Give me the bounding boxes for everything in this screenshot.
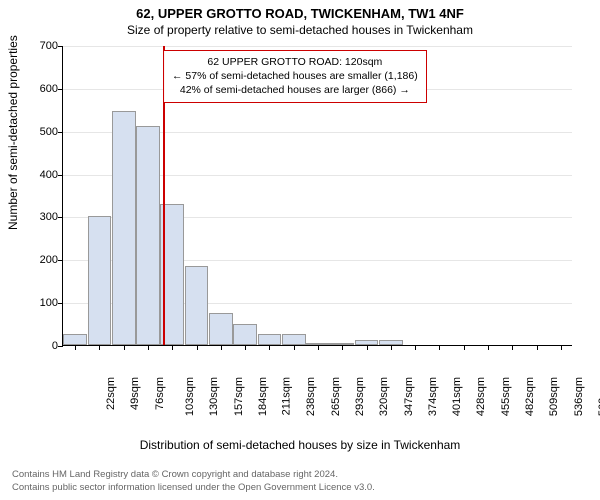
y-tick-label: 300	[28, 211, 58, 223]
y-tick-label: 100	[28, 297, 58, 309]
x-tickmark	[221, 345, 222, 350]
y-tickmark	[58, 217, 63, 218]
histogram-bar	[258, 334, 282, 345]
histogram-bar	[136, 126, 160, 345]
x-tick-label: 184sqm	[257, 377, 269, 416]
x-tick-label: 22sqm	[105, 377, 117, 410]
y-tickmark	[58, 175, 63, 176]
x-tickmark	[537, 345, 538, 350]
y-tick-label: 700	[28, 40, 58, 52]
x-tick-label: 536sqm	[573, 377, 585, 416]
footer-attribution: Contains HM Land Registry data © Crown c…	[12, 469, 375, 494]
x-tickmark	[391, 345, 392, 350]
x-tickmark	[99, 345, 100, 350]
histogram-bar	[209, 313, 233, 345]
x-tickmark	[488, 345, 489, 350]
x-tick-label: 76sqm	[154, 377, 166, 410]
x-tickmark	[464, 345, 465, 350]
x-tick-label: 157sqm	[233, 377, 245, 416]
chart-container: 22sqm 49sqm 76sqm 103sqm 130sqm 157sqm 184sqm 2…	[62, 46, 572, 416]
histogram-bar	[282, 334, 306, 345]
footer-line2: Contains public sector information licen…	[12, 482, 375, 494]
x-tickmark	[148, 345, 149, 350]
x-tickmark	[318, 345, 319, 350]
y-tick-label: 0	[28, 340, 58, 352]
x-tick-label: 482sqm	[524, 377, 536, 416]
footer-line1: Contains HM Land Registry data © Crown c…	[12, 469, 375, 481]
x-axis-label: Distribution of semi-detached houses by …	[0, 438, 600, 452]
x-tickmark	[172, 345, 173, 350]
x-tickmark	[415, 345, 416, 350]
y-tick-label: 200	[28, 254, 58, 266]
x-tick-label: 401sqm	[451, 377, 463, 416]
info-box-line: 42% of semi-detached houses are larger (…	[172, 83, 418, 97]
x-tickmark	[512, 345, 513, 350]
x-tickmark	[294, 345, 295, 350]
x-tickmark	[367, 345, 368, 350]
x-tick-label: 428sqm	[476, 377, 488, 416]
histogram-bar	[185, 266, 209, 345]
y-tickmark	[58, 260, 63, 261]
y-tickmark	[58, 303, 63, 304]
x-tickmark	[75, 345, 76, 350]
page-subtitle: Size of property relative to semi-detach…	[0, 21, 600, 37]
gridline	[63, 46, 572, 47]
x-tick-label: 293sqm	[354, 377, 366, 416]
x-tickmark	[197, 345, 198, 350]
x-tick-label: 509sqm	[548, 377, 560, 416]
y-tickmark	[58, 46, 63, 47]
property-info-box: 62 UPPER GROTTO ROAD: 120sqm← 57% of sem…	[163, 50, 427, 103]
histogram-bar	[112, 111, 136, 345]
y-tick-label: 400	[28, 169, 58, 181]
x-tick-label: 347sqm	[403, 377, 415, 416]
x-tick-label: 211sqm	[280, 377, 292, 415]
x-tick-label: 103sqm	[184, 377, 196, 416]
x-tick-label: 49sqm	[129, 377, 141, 410]
y-tick-label: 600	[28, 83, 58, 95]
x-tick-label: 265sqm	[330, 377, 342, 416]
y-axis-label: Number of semi-detached properties	[6, 35, 20, 230]
x-tick-label: 455sqm	[500, 377, 512, 416]
x-tickmark	[439, 345, 440, 350]
histogram-plot: 22sqm49sqm76sqm103sqm130sqm157sqm184sqm2…	[62, 46, 572, 346]
y-tickmark	[58, 132, 63, 133]
histogram-bar	[88, 216, 112, 345]
x-tickmark	[561, 345, 562, 350]
x-tick-label: 130sqm	[208, 377, 220, 416]
x-tickmark	[269, 345, 270, 350]
histogram-bar	[63, 334, 87, 345]
y-tick-label: 500	[28, 126, 58, 138]
y-tickmark	[58, 346, 63, 347]
info-box-line: 62 UPPER GROTTO ROAD: 120sqm	[172, 55, 418, 69]
x-tick-label: 238sqm	[306, 377, 318, 416]
x-tick-label: 320sqm	[378, 377, 390, 416]
x-tickmark	[245, 345, 246, 350]
histogram-bar	[233, 324, 257, 345]
x-tickmark	[124, 345, 125, 350]
info-box-line: ← 57% of semi-detached houses are smalle…	[172, 69, 418, 83]
y-tickmark	[58, 89, 63, 90]
x-tickmark	[342, 345, 343, 350]
x-tick-label: 374sqm	[427, 377, 439, 416]
page-title: 62, UPPER GROTTO ROAD, TWICKENHAM, TW1 4…	[0, 0, 600, 21]
